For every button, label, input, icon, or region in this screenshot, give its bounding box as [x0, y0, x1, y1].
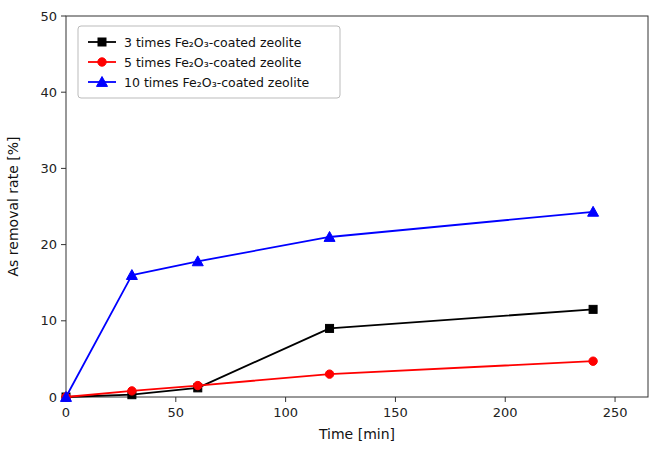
chart-container: 0 50 100 150 200 250 0 10 20 30 40 50 Time [min] As r… [0, 0, 666, 451]
y-tick-label: 50 [40, 9, 57, 24]
data-point [126, 270, 137, 280]
data-point [589, 357, 597, 365]
y-tick-label: 20 [40, 237, 57, 252]
data-point [588, 206, 599, 216]
x-tick [615, 397, 616, 402]
legend-label: 5 times Fe₂O₃-coated zeolite [124, 55, 302, 70]
x-tick-label: 100 [273, 405, 298, 420]
y-tick-label: 10 [40, 313, 57, 328]
y-tick-label: 0 [49, 390, 57, 405]
data-point [326, 324, 334, 332]
x-tick-label: 50 [168, 405, 185, 420]
data-point [194, 381, 202, 389]
data-point [128, 387, 136, 395]
y-tick [61, 92, 66, 93]
legend-marker [98, 38, 106, 46]
series-line [66, 309, 593, 397]
data-point [325, 370, 333, 378]
plot-area [61, 206, 599, 401]
y-tick [61, 168, 66, 169]
x-tick [505, 397, 506, 402]
series-line [66, 212, 593, 397]
legend-marker [98, 58, 106, 66]
y-tick-label: 30 [40, 161, 57, 176]
legend-marker [97, 77, 108, 87]
x-axis-label: Time [min] [318, 426, 395, 442]
legend-label: 10 times Fe₂O₃-coated zeolite [124, 75, 310, 90]
plot-frame [66, 16, 648, 397]
y-axis-label: As removal rate [%] [5, 137, 21, 277]
chart: 0 50 100 150 200 250 0 10 20 30 40 50 Time [min] As r… [0, 0, 666, 451]
x-tick-label: 250 [603, 405, 628, 420]
data-point [589, 305, 597, 313]
y-tick [61, 244, 66, 245]
data-point [324, 231, 335, 241]
legend-label: 3 times Fe₂O₃-coated zeolite [124, 35, 302, 50]
x-tick [285, 397, 286, 402]
y-tick [61, 320, 66, 321]
data-point [192, 256, 203, 266]
data-point [61, 392, 72, 402]
y-tick-label: 40 [40, 85, 57, 100]
x-tick [395, 397, 396, 402]
x-tick-label: 200 [493, 405, 518, 420]
legend-box [78, 26, 340, 98]
x-tick-label: 150 [383, 405, 408, 420]
x-tick-label: 0 [62, 405, 70, 420]
x-tick [175, 397, 176, 402]
series-line [66, 361, 593, 397]
y-tick [61, 16, 66, 17]
legend: 3 times Fe₂O₃-coated zeolite 5 times Fe₂O… [78, 26, 340, 98]
